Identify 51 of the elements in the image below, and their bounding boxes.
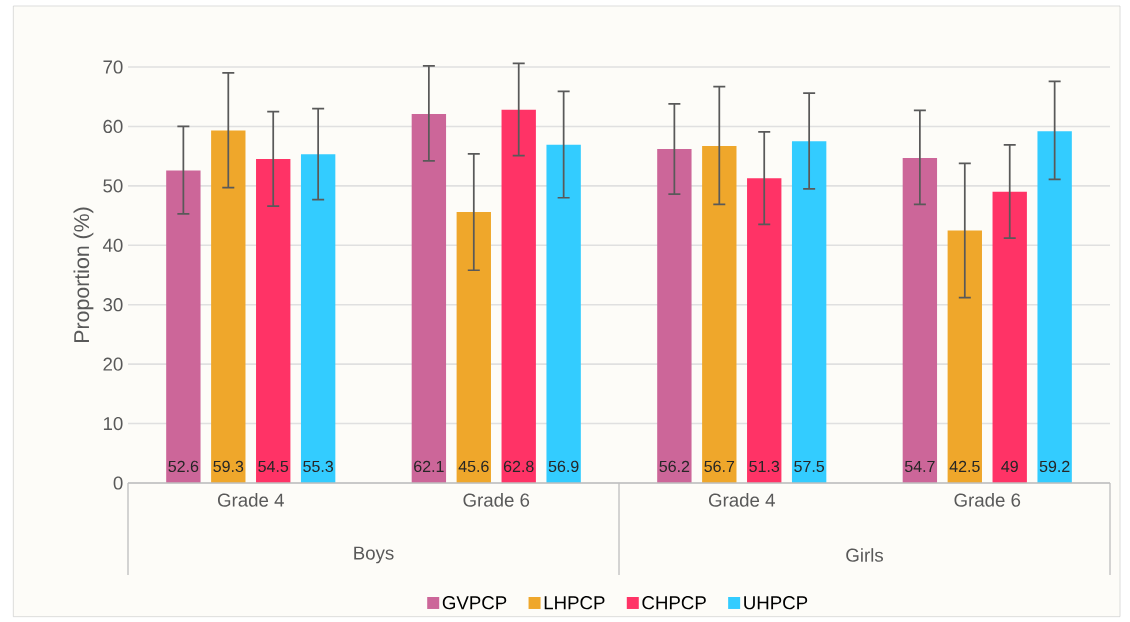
legend-label: UHPCP [744, 596, 808, 610]
bar [256, 159, 291, 483]
data-label: 59.2 [1039, 460, 1070, 473]
x-tick-label: Grade 4 [708, 493, 775, 507]
text: Girls [846, 548, 884, 562]
data-label: 56.2 [659, 460, 690, 473]
data-label: 49 [1001, 460, 1018, 473]
data-label: 62.1 [414, 460, 444, 473]
bar [1037, 131, 1072, 483]
data-label: 56.9 [548, 460, 579, 473]
data-label: 56.7 [704, 460, 735, 473]
legend-label: CHPCP [642, 596, 706, 610]
x-tick-label: Grade 6 [954, 493, 1021, 507]
x-tick-label: Grade 6 [463, 493, 530, 507]
legend-label: GVPCP [442, 596, 507, 610]
bar [411, 113, 447, 483]
text: Boys [354, 546, 394, 564]
y-tick-label: 0 [113, 476, 123, 490]
data-label: 42.5 [949, 460, 980, 473]
y-tick-label: 20 [103, 357, 123, 371]
y-tick-label: 50 [103, 179, 123, 193]
bar [166, 170, 201, 483]
bar [992, 191, 1027, 483]
bar [456, 212, 491, 483]
data-label: 45.6 [458, 460, 489, 473]
bar [501, 109, 536, 483]
data-label: 59.3 [213, 460, 244, 473]
data-label: 62.8 [503, 460, 534, 473]
x-tick-label: Grade 4 [217, 493, 284, 507]
y-axis-title: Proportion (%) [73, 207, 94, 343]
data-label: 54.5 [258, 460, 289, 473]
data-label: 55.3 [303, 460, 334, 473]
bar [791, 141, 827, 483]
y-tick-label: 40 [102, 238, 123, 252]
bar [300, 154, 336, 483]
bar [902, 157, 938, 483]
bar [747, 178, 782, 483]
bar [211, 130, 246, 483]
y-tick-label: 60 [103, 119, 123, 134]
y-tick-label: 70 [103, 60, 123, 74]
data-label: 57.5 [794, 460, 825, 473]
data-label: 51.3 [749, 460, 780, 473]
bar [657, 149, 692, 483]
y-tick-label: 30 [103, 298, 123, 312]
bar [947, 230, 982, 483]
bar [702, 146, 737, 483]
bar [546, 144, 581, 483]
data-label: 52.6 [168, 460, 199, 473]
data-label: 54.7 [904, 460, 935, 473]
legend-label: LHPCP [544, 596, 605, 610]
y-tick-label: 10 [103, 416, 123, 431]
